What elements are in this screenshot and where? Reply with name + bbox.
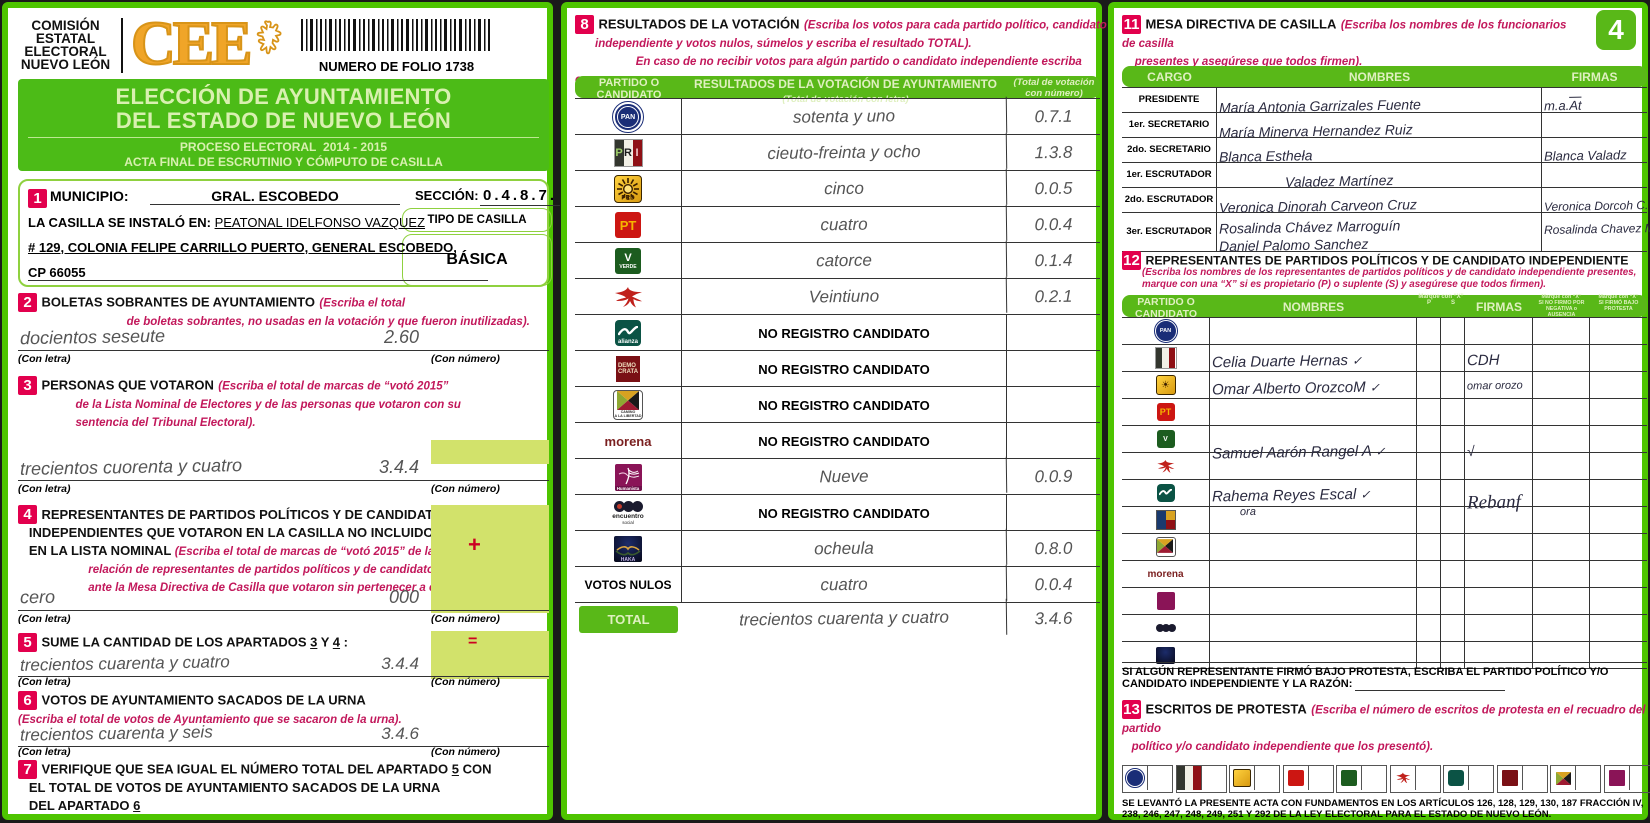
svg-text:PRD: PRD xyxy=(621,195,635,202)
